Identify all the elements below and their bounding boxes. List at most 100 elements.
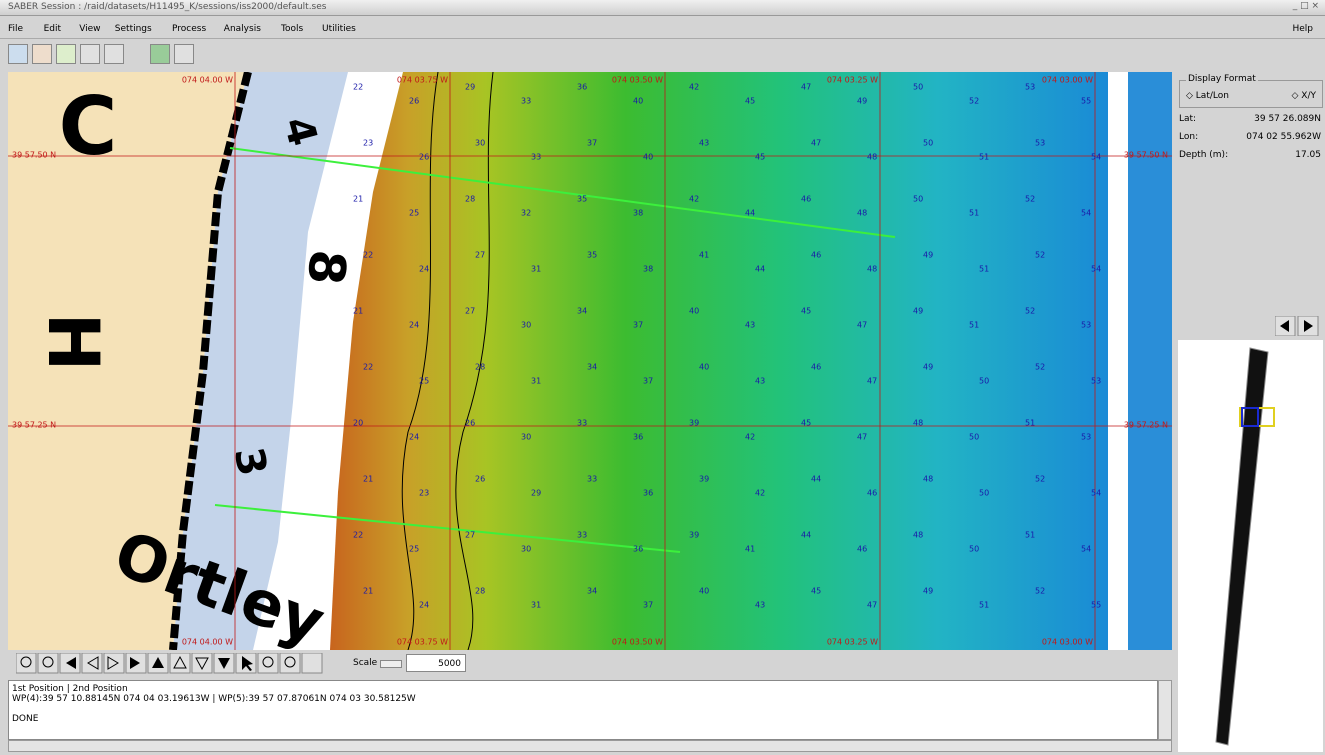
window-controls[interactable]: _ □ × [1293, 1, 1319, 11]
menu-item[interactable]: View [79, 24, 100, 34]
depth-sounding: 38 [643, 265, 653, 274]
depth-sounding: 47 [857, 321, 867, 330]
depth-sounding: 50 [979, 489, 989, 498]
page: SABER Session {"window": {"title": "SABE… [0, 0, 1325, 755]
lon-label: 074 03.75 W [397, 638, 448, 647]
chart-label: C [59, 80, 118, 173]
radio-option[interactable]: ◇ Lat/Lon [1186, 91, 1229, 101]
depth-sounding: 34 [587, 363, 597, 372]
menu-item[interactable]: File [8, 24, 23, 34]
depth-sounding: 52 [1025, 307, 1035, 316]
chart-label: H [32, 313, 114, 372]
depth-sounding: 54 [1081, 545, 1091, 554]
depth-sounding: 24 [409, 321, 419, 330]
scrollbar[interactable] [1158, 680, 1172, 740]
tool-button[interactable] [174, 44, 194, 64]
depth-sounding: 45 [745, 97, 755, 106]
depth-sounding: 47 [867, 601, 877, 610]
depth-sounding: 45 [801, 307, 811, 316]
depth-sounding: 46 [867, 489, 877, 498]
depth-sounding: 48 [923, 475, 933, 484]
depth-sounding: 43 [745, 321, 755, 330]
depth-sounding: 46 [811, 363, 821, 372]
depth-sounding: 49 [923, 251, 933, 260]
depth-sounding: 54 [1091, 153, 1101, 162]
scale-input[interactable]: 5000 [406, 654, 466, 672]
depth-sounding: 25 [409, 209, 419, 218]
depth-sounding: 37 [643, 601, 653, 610]
display-panel: Display Format ◇ Lat/Lon ◇ X/Y Lat:39 57… [1175, 72, 1325, 312]
depth-sounding: 25 [419, 377, 429, 386]
tool-button[interactable] [56, 44, 76, 64]
depth-sounding: 43 [755, 601, 765, 610]
depth-sounding: 40 [689, 307, 699, 316]
group-box: Display Format ◇ Lat/Lon ◇ X/Y [1179, 80, 1323, 108]
depth-sounding: 35 [577, 195, 587, 204]
menu-item[interactable]: Utilities [322, 24, 356, 34]
depth-sounding: 41 [745, 545, 755, 554]
depth-sounding: 48 [913, 419, 923, 428]
depth-sounding: 36 [633, 545, 643, 554]
lat-label: 39 57.50 N [1124, 151, 1168, 160]
menu-item[interactable]: Analysis [224, 24, 261, 34]
depth-sounding: 52 [1035, 587, 1045, 596]
lon-label: 074 03.50 W [612, 76, 663, 85]
depth-sounding: 26 [475, 475, 485, 484]
depth-sounding: 52 [1035, 475, 1045, 484]
scrollbar[interactable] [8, 740, 1172, 752]
depth-sounding: 47 [801, 83, 811, 92]
depth-sounding: 37 [587, 139, 597, 148]
depth-sounding: 22 [353, 531, 363, 540]
lat-label: 39 57.25 N [12, 421, 56, 430]
status-result: DONE [12, 714, 1154, 724]
menu-item[interactable]: Edit [44, 24, 61, 34]
field-value: 39 57 26.089N [1254, 114, 1321, 124]
depth-sounding: 47 [811, 139, 821, 148]
depth-sounding: 31 [531, 601, 541, 610]
depth-sounding: 50 [913, 83, 923, 92]
depth-sounding: 53 [1025, 83, 1035, 92]
depth-sounding: 50 [923, 139, 933, 148]
depth-sounding: 42 [689, 195, 699, 204]
depth-sounding: 25 [409, 545, 419, 554]
depth-sounding: 52 [969, 97, 979, 106]
depth-sounding: 27 [465, 531, 475, 540]
depth-sounding: 55 [1081, 97, 1091, 106]
depth-sounding: 49 [857, 97, 867, 106]
depth-sounding: 42 [755, 489, 765, 498]
field-label: Depth (m): [1179, 150, 1228, 160]
depth-sounding: 44 [811, 475, 821, 484]
depth-sounding: 21 [353, 195, 363, 204]
field-label: Lon: [1179, 132, 1198, 142]
tool-button[interactable] [8, 44, 28, 64]
overview-map[interactable] [1178, 340, 1323, 752]
depth-sounding: 29 [531, 489, 541, 498]
depth-sounding: 33 [521, 97, 531, 106]
tool-button[interactable] [104, 44, 124, 64]
depth-sounding: 30 [521, 545, 531, 554]
radio-option[interactable]: ◇ X/Y [1292, 91, 1317, 101]
status-header: 1st Position | 2nd Position [12, 684, 1154, 694]
tool-button[interactable] [32, 44, 52, 64]
arrow-buttons[interactable] [1275, 316, 1319, 336]
menu-item[interactable]: Help [1292, 24, 1313, 34]
map-tool-buttons[interactable] [16, 653, 346, 675]
depth-sounding: 33 [577, 419, 587, 428]
depth-sounding: 21 [363, 587, 373, 596]
depth-sounding: 49 [923, 587, 933, 596]
app: SABER Session : /raid/datasets/H11495_K/… [0, 0, 1325, 755]
lon-label: 074 03.00 W [1042, 638, 1093, 647]
lon-label: 074 04.00 W [182, 76, 233, 85]
radio-label: X/Y [1301, 91, 1316, 101]
tool-button[interactable] [80, 44, 100, 64]
depth-sounding: 42 [745, 433, 755, 442]
menu-item[interactable]: Process [172, 24, 206, 34]
menu-item[interactable]: Tools [281, 24, 303, 34]
menu-item[interactable]: Settings [115, 24, 152, 34]
depth-sounding: 54 [1091, 489, 1101, 498]
scale-slider[interactable] [380, 660, 402, 668]
depth-sounding: 55 [1091, 601, 1101, 610]
tool-button[interactable] [150, 44, 170, 64]
depth-sounding: 36 [577, 83, 587, 92]
